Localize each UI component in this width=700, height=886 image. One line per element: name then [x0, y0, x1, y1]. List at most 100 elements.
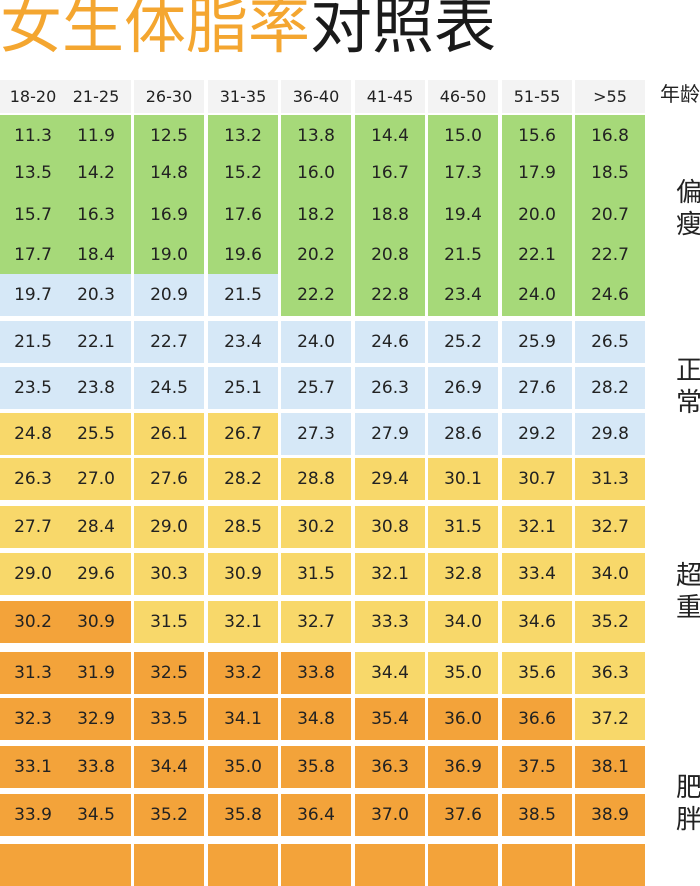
- table-cell: 20.8: [355, 234, 425, 276]
- table-cell: 22.8: [355, 274, 425, 316]
- category-label-underweight: 偏瘦: [676, 178, 700, 240]
- table-cell: 38.1: [575, 746, 645, 788]
- table-cell: 36.4: [281, 794, 351, 836]
- age-header: 年龄: [660, 82, 700, 106]
- table-cell: 34.4: [355, 652, 425, 694]
- table-cell: [281, 844, 351, 886]
- table-cell: 16.3: [61, 194, 131, 236]
- table-cell: 18.5: [575, 152, 645, 194]
- table-cell: 25.9: [502, 321, 572, 363]
- table-cell: 26.5: [575, 321, 645, 363]
- table-cell: 27.7: [0, 506, 68, 548]
- table-cell: 25.5: [61, 413, 131, 455]
- table-cell: [61, 844, 131, 886]
- table-cell: 34.4: [134, 746, 204, 788]
- table-cell: 34.5: [61, 794, 131, 836]
- table-cell: 16.7: [355, 152, 425, 194]
- table-cell: 19.6: [208, 234, 278, 276]
- table-cell: 35.2: [134, 794, 204, 836]
- table-cell: 30.3: [134, 553, 204, 595]
- table-cell: 38.5: [502, 794, 572, 836]
- table-cell: 33.9: [0, 794, 68, 836]
- table-cell: 33.8: [61, 746, 131, 788]
- table-cell: 34.0: [575, 553, 645, 595]
- table-cell: 35.2: [575, 601, 645, 643]
- table-cell: 17.7: [0, 234, 68, 276]
- table-cell: 32.1: [355, 553, 425, 595]
- table-cell: 15.6: [502, 115, 572, 157]
- table-cell: 30.2: [0, 601, 68, 643]
- table-cell: 28.2: [575, 367, 645, 409]
- category-band-obese: 肥胖: [656, 745, 700, 863]
- table-cell: 18.2: [281, 194, 351, 236]
- table-cell: 17.6: [208, 194, 278, 236]
- category-label-normal: 正常: [676, 355, 700, 418]
- table-cell: 30.9: [208, 553, 278, 595]
- table-cell: 26.3: [355, 367, 425, 409]
- table-cell: 34.1: [208, 698, 278, 740]
- table-cell: [134, 844, 204, 886]
- table-cell: 17.9: [502, 152, 572, 194]
- table-cell: [208, 844, 278, 886]
- table-cell: 30.1: [428, 458, 498, 500]
- table-cell: 36.3: [355, 746, 425, 788]
- table-cell: 20.0: [502, 194, 572, 236]
- table-cell: 31.9: [61, 652, 131, 694]
- category-label-overweight: 超重: [676, 561, 700, 623]
- table-cell: 24.6: [575, 274, 645, 316]
- column-header: 51-55: [502, 80, 572, 113]
- table-cell: 14.8: [134, 152, 204, 194]
- table-cell: 18.4: [61, 234, 131, 276]
- table-cell: 29.0: [134, 506, 204, 548]
- table-cell: 23.4: [208, 321, 278, 363]
- table-cell: 15.7: [0, 194, 68, 236]
- table-cell: 14.4: [355, 115, 425, 157]
- table-cell: 31.5: [428, 506, 498, 548]
- table-cell: 33.8: [281, 652, 351, 694]
- table-cell: 31.5: [281, 553, 351, 595]
- table-cell: 25.7: [281, 367, 351, 409]
- table-cell: 27.6: [134, 458, 204, 500]
- table-cell: 32.7: [281, 601, 351, 643]
- table-cell: 13.8: [281, 115, 351, 157]
- table-cell: 16.0: [281, 152, 351, 194]
- table-cell: 28.2: [208, 458, 278, 500]
- table-cell: [502, 844, 572, 886]
- title-black: 对照表: [310, 0, 497, 62]
- table-cell: 32.9: [61, 698, 131, 740]
- table-cell: 32.5: [134, 652, 204, 694]
- table-cell: 33.2: [208, 652, 278, 694]
- table-cell: 27.3: [281, 413, 351, 455]
- table-cell: 36.0: [428, 698, 498, 740]
- category-band-overweight: 超重: [656, 486, 700, 698]
- table-cell: 12.5: [134, 115, 204, 157]
- table-cell: 18.8: [355, 194, 425, 236]
- column-header: 41-45: [355, 80, 425, 113]
- table-cell: 34.0: [428, 601, 498, 643]
- table-cell: 23.5: [0, 367, 68, 409]
- table-cell: 36.6: [502, 698, 572, 740]
- table-cell: 20.7: [575, 194, 645, 236]
- table-cell: 35.0: [208, 746, 278, 788]
- table-cell: 37.5: [502, 746, 572, 788]
- table-cell: 24.5: [134, 367, 204, 409]
- table-cell: 28.6: [428, 413, 498, 455]
- table-cell: [428, 844, 498, 886]
- table-cell: 19.0: [134, 234, 204, 276]
- table-cell: 26.3: [0, 458, 68, 500]
- column-header: 21-25: [61, 80, 131, 113]
- table-cell: 27.0: [61, 458, 131, 500]
- table-cell: 29.8: [575, 413, 645, 455]
- table-cell: 35.0: [428, 652, 498, 694]
- table-cell: 32.1: [502, 506, 572, 548]
- table-cell: 30.7: [502, 458, 572, 500]
- table-cell: 33.1: [0, 746, 68, 788]
- table-cell: 35.8: [208, 794, 278, 836]
- table-cell: 37.6: [428, 794, 498, 836]
- table-cell: 35.4: [355, 698, 425, 740]
- table-cell: 37.0: [355, 794, 425, 836]
- table-cell: 24.8: [0, 413, 68, 455]
- table-cell: 15.2: [208, 152, 278, 194]
- table-cell: 30.8: [355, 506, 425, 548]
- table-cell: [575, 844, 645, 886]
